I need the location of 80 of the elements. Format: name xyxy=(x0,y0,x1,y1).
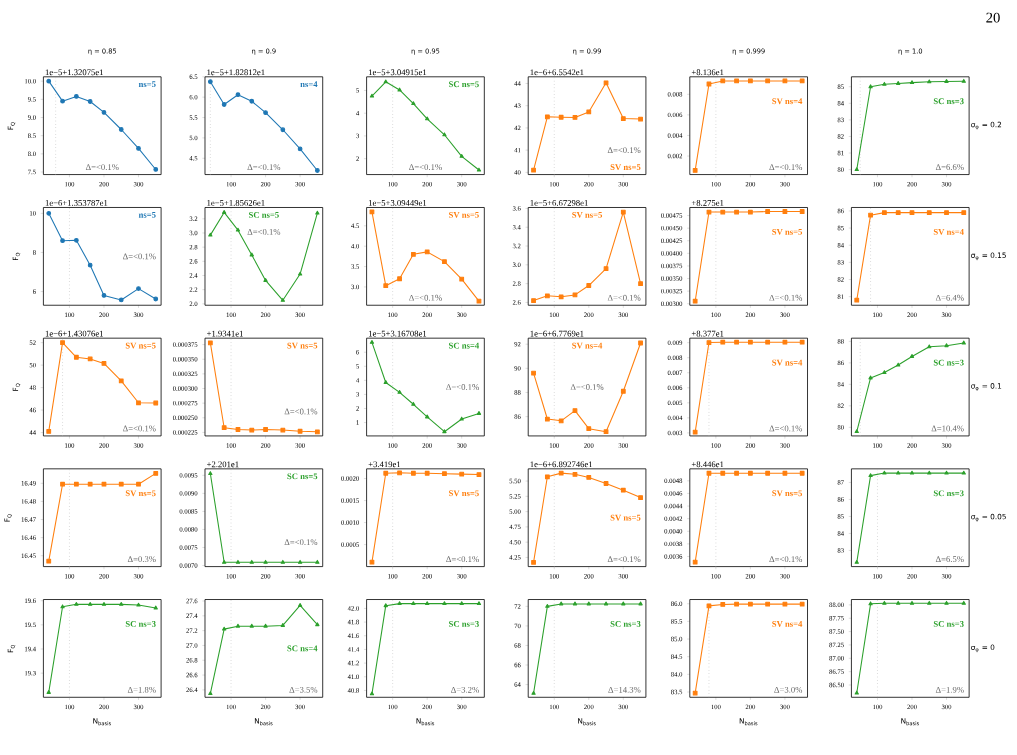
annotation: SV ns=5 xyxy=(125,490,156,497)
annotation: Δ=<0.1% xyxy=(284,539,318,546)
annotation: SV ns=5 xyxy=(449,490,479,497)
annotation: SV ns=5 xyxy=(610,514,641,521)
annotation: Δ=6.4% xyxy=(935,294,964,301)
annotation: SV ns=5 xyxy=(772,490,803,497)
annotation: SV ns=5 xyxy=(125,342,156,349)
annotation: SC ns=4 xyxy=(449,342,480,349)
text: +8.275e1 xyxy=(691,199,724,206)
annotation: SC ns=3 xyxy=(933,98,964,105)
annotation: Δ=6.6% xyxy=(935,164,964,170)
text: 1e−5+1.85626e1 xyxy=(207,199,265,206)
annotation: ns=5 xyxy=(138,211,156,218)
annotation: Δ=14.3% xyxy=(608,686,641,693)
annotation: Δ=<0.1% xyxy=(85,164,119,170)
text: 1e−5+3.04915e1 xyxy=(368,69,427,76)
annotation: SV ns=4 xyxy=(933,228,964,235)
annotation: SV ns=5 xyxy=(610,164,641,170)
annotation: SC ns=3 xyxy=(610,621,641,627)
annotation: Δ=0.3% xyxy=(127,556,156,563)
text: +8.136e1 xyxy=(691,69,724,76)
annotation: ns=5 xyxy=(138,81,156,88)
annotation: SV ns=4 xyxy=(772,620,803,627)
text: +3.419e1 xyxy=(368,461,401,468)
annotation: SC ns=5 xyxy=(248,211,279,218)
annotation: Δ=<0.1% xyxy=(284,408,318,415)
annotation: SC ns=3 xyxy=(933,490,964,497)
text: +2.201e1 xyxy=(207,461,239,468)
text: 1e−5+1.82812e1 xyxy=(207,69,265,76)
text: 1e−6+6.892746e1 xyxy=(530,461,593,468)
annotation: Δ=3.5% xyxy=(289,686,318,693)
annotation: Δ=<0.1% xyxy=(247,164,281,170)
text: 1e−6+1.43076e1 xyxy=(45,330,103,337)
annotation: Δ=<0.1% xyxy=(769,164,803,170)
annotation: SV ns=5 xyxy=(572,211,603,218)
annotation: SC ns=4 xyxy=(287,645,318,652)
text: 1e−5+1.32075e1 xyxy=(45,69,103,76)
annotation: Δ=<0.1% xyxy=(446,384,479,390)
annotation: SV ns=5 xyxy=(449,211,479,218)
annotation: SV ns=4 xyxy=(772,359,803,366)
annotation: Δ=3.0% xyxy=(774,686,803,693)
annotation: Δ=<0.1% xyxy=(769,425,803,432)
annotation: Δ=<0.1% xyxy=(607,556,641,563)
annotation: Δ=<0.1% xyxy=(570,384,604,390)
annotation: Δ=10.4% xyxy=(931,425,964,432)
text: +8.377e1 xyxy=(691,330,724,337)
annotation: Δ=<0.1% xyxy=(446,556,479,563)
annotation: Δ=<0.1% xyxy=(607,294,641,301)
text: 1e−6+6.5542e1 xyxy=(530,69,584,76)
annotation: SV ns=4 xyxy=(572,342,603,349)
text: 1e−5+3.16708e1 xyxy=(368,330,427,337)
text: +1.9341e1 xyxy=(207,330,243,337)
annotation: Δ=<0.1% xyxy=(607,147,641,153)
annotation: Δ=<0.1% xyxy=(122,253,156,260)
annotation: SC ns=3 xyxy=(125,621,156,627)
annotation: ns=4 xyxy=(300,81,318,88)
text: +8.446e1 xyxy=(691,461,724,468)
text: 1e−5+3.09449e1 xyxy=(368,199,427,206)
annotation: SV ns=5 xyxy=(772,228,803,235)
annotation: Δ=<0.1% xyxy=(769,556,803,563)
annotation: Δ=<0.1% xyxy=(769,294,803,301)
annotation: Δ=<0.1% xyxy=(409,294,442,301)
annotation: Δ=1.9% xyxy=(935,686,964,693)
annotation: Δ=1.8% xyxy=(127,686,156,693)
annotation: SC ns=3 xyxy=(449,621,479,627)
annotation: SC ns=3 xyxy=(933,359,964,366)
annotation: SV ns=5 xyxy=(287,342,318,349)
annotation: SC ns=5 xyxy=(449,81,479,88)
annotation: SV ns=4 xyxy=(772,98,803,105)
annotation: Δ=3.2% xyxy=(451,686,479,693)
text: 1e−5+6.67298e1 xyxy=(530,199,588,206)
annotation: SC ns=5 xyxy=(287,473,318,480)
text: 1e−6+6.7769e1 xyxy=(530,330,584,337)
annotation: Δ=<0.1% xyxy=(247,228,281,235)
text: 20 xyxy=(986,12,1000,23)
text: 1e−6+1.353787e1 xyxy=(45,199,108,206)
annotation: Δ=<0.1% xyxy=(122,425,156,432)
annotation: Δ=6.5% xyxy=(935,556,964,563)
annotation: Δ=<0.1% xyxy=(409,164,442,170)
annotation: SC ns=3 xyxy=(933,621,964,627)
